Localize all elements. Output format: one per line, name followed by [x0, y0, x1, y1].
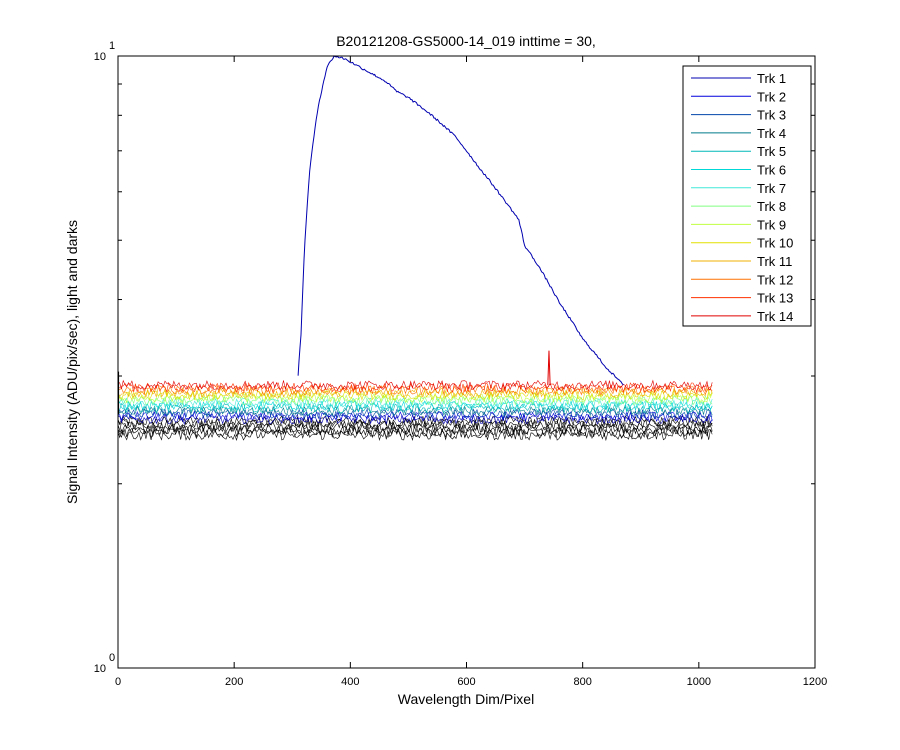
series-line-trk-12 [117, 384, 713, 396]
legend-label-trk-3: Trk 3 [757, 108, 786, 123]
series-line-trk-2 [117, 410, 713, 423]
legend-label-trk-7: Trk 7 [757, 181, 786, 196]
dark-trace [117, 420, 713, 433]
series-line-trk-14 [117, 379, 713, 391]
series-line-trk-13 [117, 381, 713, 393]
x-tick-label: 600 [457, 676, 475, 688]
legend-label-trk-10: Trk 10 [757, 236, 793, 251]
spike-trk-14 [547, 350, 551, 386]
legend-label-trk-5: Trk 5 [757, 144, 786, 159]
legend-label-trk-12: Trk 12 [757, 272, 793, 287]
x-tick-label: 800 [573, 676, 591, 688]
legend-label-trk-11: Trk 11 [757, 254, 792, 269]
legend-label-trk-8: Trk 8 [757, 199, 786, 214]
legend-label-trk-14: Trk 14 [757, 309, 793, 324]
legend-label-trk-6: Trk 6 [757, 163, 786, 178]
y-tick-label: 10 [94, 51, 106, 63]
series-layer [117, 55, 713, 442]
light-curve-trk-1 [297, 55, 624, 386]
y-axis-label: Signal Intensity (ADU/pix/sec), light an… [64, 220, 80, 504]
x-tick-label: 0 [115, 676, 121, 688]
x-tick-label: 1000 [687, 676, 711, 688]
legend: Trk 1 Trk 2 Trk 3 Trk 4 Trk 5 Trk 6 Trk 7 Trk 8… [682, 65, 812, 327]
y-tick-label: 10 [94, 663, 106, 675]
legend-box [682, 65, 812, 327]
dark-trace [117, 417, 713, 431]
legend-label-trk-2: Trk 2 [757, 89, 786, 104]
chart-title: B20121208-GS5000-14_019 inttime = 30, [336, 33, 596, 49]
dark-trace [117, 428, 713, 442]
dark-trace [117, 423, 713, 436]
legend-label-trk-1: Trk 1 [757, 71, 786, 86]
x-tick-label: 200 [225, 676, 243, 688]
legend-label-trk-4: Trk 4 [757, 126, 786, 141]
dark-trace [117, 415, 713, 428]
series-line-trk-11 [117, 387, 713, 399]
series-line-trk-1 [117, 413, 713, 425]
y-tick-exponent: 0 [109, 652, 115, 664]
series-line-trk-10 [117, 389, 713, 401]
x-tick-label: 400 [341, 676, 359, 688]
x-axis-label: Wavelength Dim/Pixel [398, 691, 534, 707]
legend-label-trk-9: Trk 9 [757, 217, 786, 232]
legend-label-trk-13: Trk 13 [757, 291, 793, 306]
y-tick-exponent: 1 [109, 40, 115, 52]
series-line-trk-7 [117, 397, 713, 409]
x-tick-label: 1200 [803, 676, 827, 688]
